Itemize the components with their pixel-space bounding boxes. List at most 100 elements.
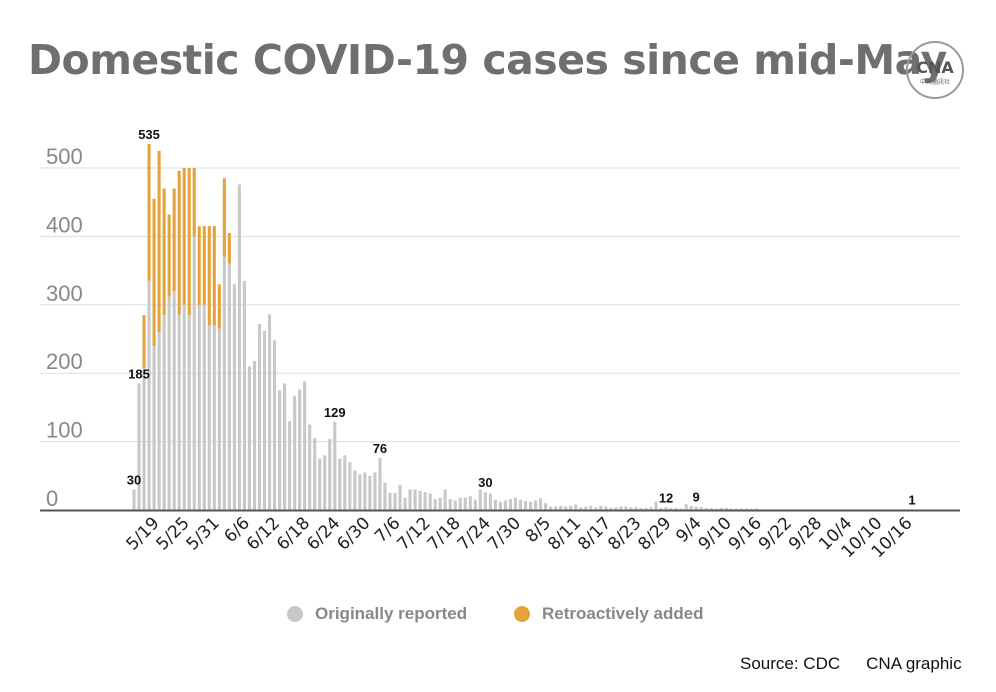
bar-retro: [162, 188, 166, 316]
bar-original: [222, 256, 226, 510]
logo-caption: 中央通訊社: [920, 78, 950, 86]
bar-retro: [227, 232, 231, 264]
bar-original: [734, 508, 738, 510]
bar-retro: [177, 170, 181, 315]
bar-original: [649, 507, 653, 510]
bar-original: [237, 184, 241, 511]
bar-original: [338, 458, 342, 510]
bar-original: [413, 489, 417, 510]
legend-item-retro: Retroactively added: [514, 604, 704, 624]
bar-retro: [167, 214, 171, 297]
bar-original: [594, 507, 598, 510]
x-tick-label: 9/22: [755, 513, 796, 554]
data-label: 185: [128, 366, 150, 381]
x-tick-label: 9/16: [725, 513, 766, 554]
bar-original: [368, 475, 372, 510]
x-tick-label: 8/29: [634, 513, 675, 554]
bar-retro: [222, 178, 226, 257]
bar-original: [428, 493, 432, 510]
bar-original: [433, 499, 437, 510]
data-label: 30: [478, 475, 492, 490]
bar-original: [749, 508, 753, 510]
page-title: Domestic COVID-19 cases since mid-May: [28, 36, 947, 84]
bar-original: [308, 424, 312, 510]
bar-original: [699, 507, 703, 510]
data-label: 1: [908, 492, 915, 507]
bar-original: [669, 507, 673, 510]
cna-logo: CNA 中央通訊社: [906, 41, 964, 99]
bar-original: [664, 507, 668, 510]
bar-original: [408, 489, 412, 510]
bar-original: [358, 474, 362, 510]
bar-original: [609, 507, 613, 510]
bar-original: [704, 507, 708, 510]
bar-original: [508, 499, 513, 510]
bar-original: [684, 503, 688, 510]
legend-item-original: Originally reported: [287, 604, 467, 624]
x-tick-label: 8/23: [604, 513, 645, 554]
bar-retro: [207, 226, 211, 326]
x-tick-label: 7/24: [454, 513, 495, 554]
bar-original: [257, 323, 262, 510]
bar-original: [313, 438, 317, 510]
bar-original: [644, 507, 648, 510]
bar-original: [694, 506, 698, 510]
bar-original: [137, 383, 141, 510]
bar-original: [267, 314, 272, 510]
data-label: 9: [693, 490, 700, 505]
bar-original: [624, 506, 628, 510]
bar-original: [303, 381, 307, 510]
bar-original: [544, 503, 548, 510]
bar-original: [242, 280, 246, 510]
bar-original: [353, 470, 357, 510]
bar-original: [503, 500, 507, 510]
bar-original: [232, 284, 236, 510]
data-label: 129: [324, 405, 346, 420]
bar-original: [132, 489, 136, 510]
x-tick-label: 7/18: [424, 513, 465, 554]
source-text: Source: CDC: [740, 654, 841, 673]
bar-original: [162, 315, 166, 510]
bar-original: [709, 507, 713, 510]
x-tick-label: 6/24: [303, 513, 344, 554]
bar-original: [147, 280, 151, 510]
x-tick-label: 5/31: [183, 513, 224, 554]
bar-original: [554, 506, 558, 510]
x-tick-label: 7/30: [484, 513, 525, 554]
bar-original: [403, 497, 407, 510]
bar-original: [458, 497, 462, 510]
bar-original: [373, 472, 377, 510]
data-label: 76: [373, 441, 387, 456]
bar-original: [398, 484, 402, 510]
bar-original: [579, 507, 583, 510]
bar-original: [187, 315, 191, 510]
bar-original: [438, 497, 442, 510]
bar-original: [252, 360, 257, 510]
bar-original: [634, 507, 638, 510]
bar-retro: [157, 150, 161, 333]
bar-original: [589, 505, 593, 510]
bar-retro: [152, 198, 156, 346]
bar-original: [679, 508, 683, 510]
bar-original: [478, 489, 482, 510]
logo-monogram: CNA: [916, 58, 954, 77]
x-tick-label: 5/19: [122, 513, 163, 554]
bar-original: [177, 314, 181, 510]
bar-retro: [212, 226, 216, 326]
bar-original: [423, 492, 427, 510]
y-tick-label: 400: [46, 212, 83, 237]
x-tick-label: 9/28: [785, 513, 826, 554]
bar-original: [639, 507, 643, 510]
bar-original: [348, 462, 352, 510]
bar-original: [533, 500, 538, 510]
bar-original: [604, 506, 608, 510]
data-label: 535: [138, 127, 160, 142]
bar-original: [528, 501, 533, 510]
bar-original: [619, 506, 623, 510]
bar-original: [564, 506, 568, 510]
bar-original: [659, 507, 663, 510]
bar-original: [719, 507, 723, 510]
bar-original: [167, 296, 171, 510]
x-tick-label: 7/12: [394, 513, 435, 554]
bar-original: [172, 291, 176, 510]
